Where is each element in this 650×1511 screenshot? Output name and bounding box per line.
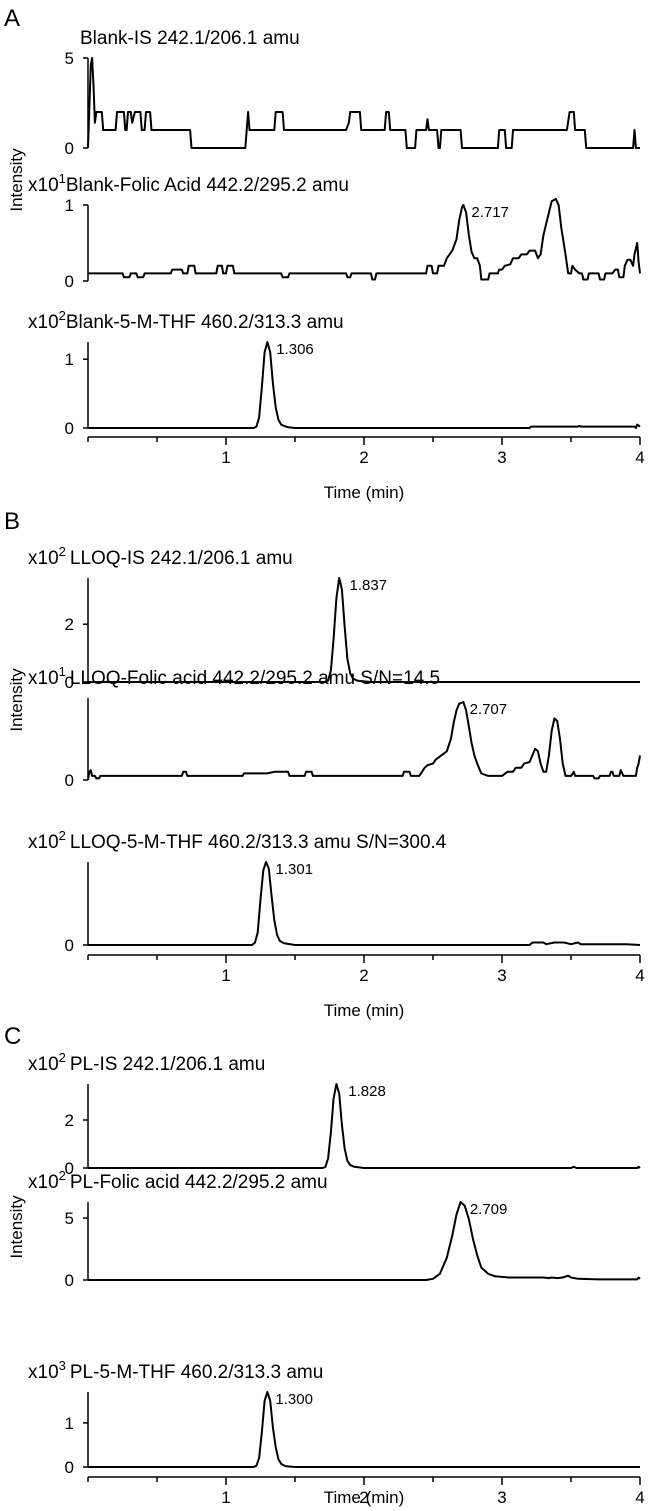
trace-title: x103 PL-5-M-THF 460.2/313.3 amu [28, 1358, 323, 1383]
x-tick-label: 3 [497, 448, 506, 467]
multiplier-text: x10 [28, 312, 59, 333]
x-tick-label: 3 [497, 966, 506, 985]
multiplier-text: x10 [28, 175, 59, 196]
trace-name: PL-5-M-THF 460.2/313.3 amu [70, 1362, 323, 1383]
trace-title: x101Blank-Folic Acid 442.2/295.2 amu [28, 171, 349, 196]
trace-name: PL-IS 242.1/206.1 amu [70, 1054, 265, 1075]
trace-line [88, 577, 640, 683]
trace-title: x102 PL-Folic acid 442.2/295.2 amu [28, 1168, 328, 1193]
trace-line [88, 1083, 641, 1169]
y-tick-label: 1 [65, 350, 74, 369]
multiplier-exponent: 3 [59, 1358, 66, 1373]
panel-letter: B [4, 508, 20, 535]
trace-title: x101 LLOQ-Folic acid 442.2/295.2 amu S/N=… [28, 664, 440, 689]
x-tick-label: 4 [635, 1488, 644, 1507]
trace-name: LLOQ-Folic acid 442.2/295.2 amu S/N=14.5 [70, 668, 440, 689]
x-tick-label: 4 [635, 448, 644, 467]
peak-label: 1.300 [275, 1391, 313, 1408]
x-tick-label: 1 [221, 448, 230, 467]
y-tick-label: 1 [65, 1414, 74, 1433]
y-tick-label: 0 [65, 1159, 74, 1178]
multiplier-text: x10 [28, 1054, 59, 1075]
trace-line [87, 57, 640, 149]
trace-line [88, 861, 641, 946]
y-axis-label: Intensity [7, 1195, 26, 1259]
multiplier-text: x10 [28, 668, 59, 689]
trace-line [88, 1391, 640, 1468]
x-tick-label: 2 [359, 448, 368, 467]
x-axis-label: Time (min) [324, 1001, 405, 1020]
trace-name: LLOQ-IS 242.1/206.1 amu [70, 548, 293, 569]
trace-name: LLOQ-5-M-THF 460.2/313.3 amu S/N=300.4 [70, 832, 447, 853]
y-tick-label: 5 [65, 49, 74, 68]
x-tick-label: 2 [359, 1488, 368, 1507]
multiplier-text: x10 [28, 548, 59, 569]
trace-title: x102 LLOQ-5-M-THF 460.2/313.3 amu S/N=300… [28, 828, 447, 853]
trace-line [88, 197, 641, 281]
y-tick-label: 0 [65, 139, 74, 158]
peak-label: 2.707 [470, 701, 508, 718]
trace-title: x102Blank-5-M-THF 460.2/313.3 amu [28, 308, 344, 333]
y-tick-label: 0 [65, 771, 74, 790]
x-tick-label: 1 [221, 1488, 230, 1507]
y-tick-label: 0 [65, 419, 74, 438]
multiplier-exponent: 2 [59, 544, 66, 559]
trace-line [88, 341, 641, 429]
y-tick-label: 0 [65, 1458, 74, 1477]
peak-label: 2.717 [471, 204, 509, 221]
multiplier-exponent: 2 [59, 828, 66, 843]
trace-title: x102 LLOQ-IS 242.1/206.1 amu [28, 544, 293, 569]
trace-line [88, 1201, 641, 1281]
y-tick-label: 2 [65, 615, 74, 634]
multiplier-text: x10 [28, 1362, 59, 1383]
y-tick-label: 0 [65, 1271, 74, 1290]
multiplier-exponent: 1 [59, 171, 66, 186]
peak-label: 2.709 [470, 1201, 508, 1218]
y-tick-label: 0 [65, 673, 74, 692]
y-tick-label: 0 [65, 272, 74, 291]
y-axis-label: Intensity [7, 148, 26, 212]
multiplier-text: x10 [28, 1172, 59, 1193]
multiplier-exponent: 1 [59, 664, 66, 679]
x-tick-label: 3 [497, 1488, 506, 1507]
trace-name: PL-Folic acid 442.2/295.2 amu [70, 1172, 328, 1193]
y-tick-label: 2 [65, 1111, 74, 1130]
multiplier-text: x10 [28, 832, 59, 853]
y-axis-label: Intensity [7, 668, 26, 732]
trace-name: Blank-Folic Acid 442.2/295.2 amu [66, 175, 349, 196]
panel-letter: C [4, 1023, 21, 1050]
trace-title: x102 PL-IS 242.1/206.1 amu [28, 1050, 265, 1075]
multiplier-exponent: 2 [59, 1050, 66, 1065]
x-axis-label: Time (min) [324, 1488, 405, 1507]
x-axis-label: Time (min) [324, 483, 405, 502]
y-tick-label: 5 [65, 1209, 74, 1228]
peak-label: 1.837 [350, 577, 388, 594]
x-tick-label: 1 [221, 966, 230, 985]
y-tick-label: 0 [65, 936, 74, 955]
panel-letter: A [4, 5, 20, 32]
x-tick-label: 2 [359, 966, 368, 985]
multiplier-exponent: 2 [59, 308, 66, 323]
trace-name: Blank-5-M-THF 460.2/313.3 amu [66, 312, 344, 333]
multiplier-exponent: 2 [59, 1168, 66, 1183]
peak-label: 1.306 [276, 341, 314, 358]
trace-line [87, 701, 641, 781]
y-tick-label: 1 [65, 196, 74, 215]
trace-title: Blank-IS 242.1/206.1 amu [80, 28, 300, 49]
x-tick-label: 4 [635, 966, 644, 985]
peak-label: 1.828 [348, 1083, 386, 1100]
peak-label: 1.301 [276, 861, 314, 878]
